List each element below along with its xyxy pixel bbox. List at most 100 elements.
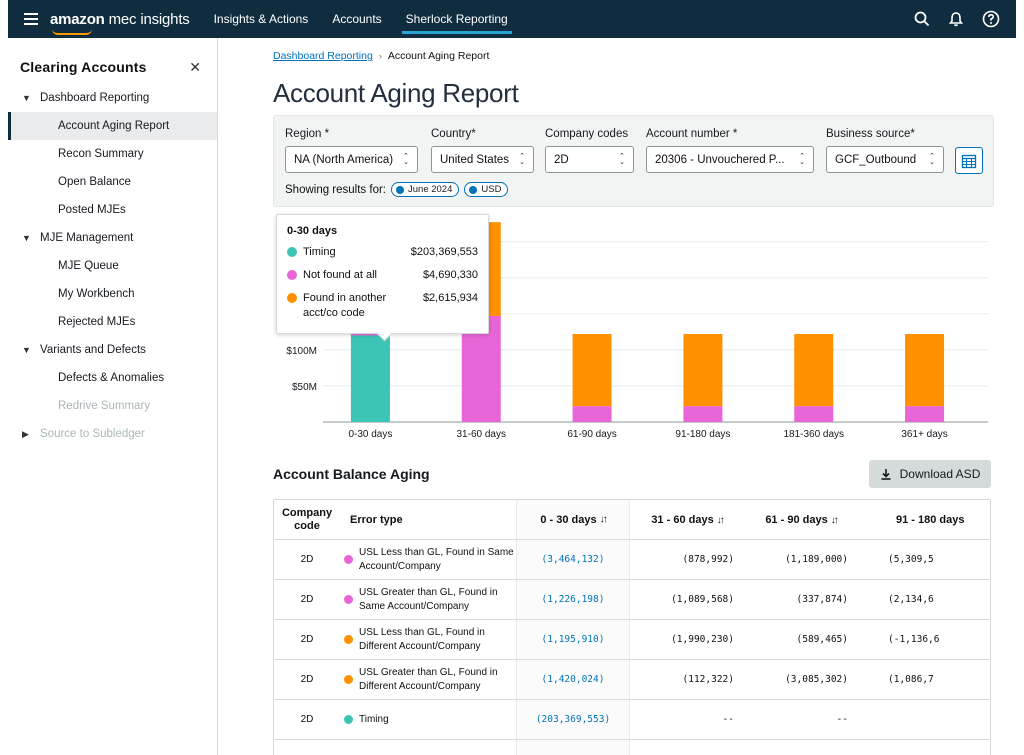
sidebar-header: Clearing Accounts ✕ (8, 38, 217, 82)
aging-table: Company code Error type 0 - 30 days ↓↑ 31… (273, 499, 991, 755)
value-link[interactable]: (1,226,198) (541, 594, 605, 605)
value-cell-0-30[interactable]: (3,464,132) (516, 540, 630, 579)
sidebar-item-my-workbench[interactable]: My Workbench (58, 288, 135, 300)
sidebar-item-mje-queue[interactable]: MJE Queue (58, 260, 119, 272)
close-sidebar-icon[interactable]: ✕ (189, 58, 201, 75)
value-cell: (2,134,6 (888, 594, 934, 605)
header-label: 31 - 60 days (651, 513, 714, 526)
sidebar: Clearing Accounts ✕ ▼ Dashboard Reporting… (8, 38, 218, 755)
sidebar-title: Clearing Accounts (20, 59, 147, 75)
value-cell: (1,990,230) (671, 634, 734, 645)
region-label: Region * (285, 128, 330, 140)
sidebar-group-label: Variants and Defects (40, 344, 146, 356)
calendar-button[interactable] (955, 147, 983, 174)
bell-icon[interactable] (948, 11, 964, 27)
error-type-label: USL Greater than GL, Found in Same Accou… (359, 586, 498, 612)
sidebar-nav: ▼ Dashboard Reporting Account Aging Repor… (8, 84, 217, 448)
x-tick-label: 0-30 days (348, 429, 392, 440)
region-select[interactable]: NA (North America) ⌃ ⌄ (285, 146, 418, 173)
download-asd-button[interactable]: Download ASD (869, 460, 991, 488)
breadcrumb-link-dashboard-reporting[interactable]: Dashboard Reporting (273, 50, 373, 62)
bar-segment (683, 406, 723, 422)
sidebar-item-account-aging-report[interactable]: Account Aging Report (8, 112, 217, 140)
company-label: Company codes (545, 128, 629, 140)
error-type-cell: USL Less than GL, Found in Different Acc… (340, 626, 516, 654)
value-cell: (3,085,302) (785, 674, 848, 685)
error-type-cell: USL Greater than GL, Found in Different … (340, 666, 516, 694)
company-filter: Company codes 2D ⌃ ⌄ (545, 128, 634, 173)
sidebar-item-posted-mjes[interactable]: Posted MJEs (58, 204, 126, 216)
sidebar-group-mje-management[interactable]: ▼ MJE Management (8, 224, 217, 252)
tooltip-row-label: Found in another acct/co code (303, 292, 387, 319)
top-nav-links: Insights & Actions Accounts Sherlock Rep… (202, 0, 520, 38)
chart-tooltip: 0-30 days Timing $203,369,553 Not found … (276, 214, 489, 334)
table-row: 2D Timing (203,369,553) -- -- (274, 700, 990, 740)
tooltip-row-timing: Timing $203,369,553 (287, 245, 478, 260)
business-source-select[interactable]: GCF_Outbound ⌃ ⌄ (826, 146, 944, 173)
bar-segment (683, 333, 723, 407)
business-source-filter: Business source* GCF_Outbound ⌃ ⌄ (826, 128, 944, 173)
nav-link-accounts[interactable]: Accounts (332, 12, 382, 26)
chevron-right-icon: ▶ (22, 428, 29, 439)
header-0-30-days[interactable]: 0 - 30 days ↓↑ (516, 500, 630, 539)
value-cell: (1,086,7 (888, 674, 934, 685)
sidebar-item-rejected-mjes[interactable]: Rejected MJEs (58, 316, 136, 328)
value-cell: (112,322) (682, 674, 734, 685)
header-label: 61 - 90 days (765, 513, 828, 526)
showing-results-label: Showing results for: (285, 183, 386, 196)
help-icon[interactable] (982, 10, 1000, 28)
x-tick-label: 361+ days (901, 429, 947, 440)
sidebar-group-dashboard-reporting[interactable]: ▼ Dashboard Reporting (8, 84, 217, 112)
search-icon[interactable] (914, 11, 930, 27)
account-select[interactable]: 20306 - Unvouchered P... ⌃ ⌄ (646, 146, 814, 173)
company-code-cell: 2D (300, 674, 314, 685)
sidebar-item-open-balance[interactable]: Open Balance (58, 176, 131, 188)
error-type-label: USL Greater than GL, Found in Different … (359, 666, 498, 692)
header-31-60-days[interactable]: 31 - 60 days ↓↑ (630, 514, 744, 526)
value-link[interactable]: (1,195,910) (541, 634, 605, 645)
nav-link-insights-actions[interactable]: Insights & Actions (213, 12, 309, 26)
tooltip-row-label: Timing (303, 246, 336, 258)
value-cell-0-30[interactable]: (203,369,553) (516, 700, 630, 739)
value-cell: (-1,136,6 (888, 634, 940, 645)
value-link[interactable]: (1,420,024) (541, 674, 605, 685)
country-select[interactable]: United States ⌃ ⌄ (431, 146, 534, 173)
y-tick-label: $50M (292, 382, 317, 393)
filter-pill-period[interactable]: June 2024 (391, 182, 460, 197)
value-link[interactable]: (3,464,132) (541, 554, 605, 565)
error-color-dot (344, 635, 353, 644)
header-61-90-days[interactable]: 61 - 90 days ↓↑ (744, 514, 858, 526)
hamburger-menu-icon[interactable] (24, 13, 38, 25)
app-frame: amazon mec insights Insights & Actions A… (8, 0, 1016, 755)
brand-name-rest: mec insights (104, 10, 190, 28)
business-source-value: GCF_Outbound (835, 153, 917, 166)
filter-pill-currency[interactable]: USD (464, 182, 509, 197)
value-cell-0-30[interactable]: (1,195,910) (516, 620, 630, 659)
value-cell: -- (722, 714, 734, 725)
value-link[interactable]: (203,369,553) (535, 714, 611, 725)
value-cell-0-30[interactable]: (1,226,198) (516, 580, 630, 619)
sidebar-item-defects-anomalies[interactable]: Defects & Anomalies (58, 372, 165, 384)
value-cell-0-30[interactable]: (1,420,024) (516, 660, 630, 699)
header-company-code: Company code (281, 506, 333, 532)
x-tick-label: 181-360 days (783, 429, 844, 440)
nav-link-sherlock-reporting[interactable]: Sherlock Reporting (394, 0, 520, 38)
tooltip-row-value: $2,615,934 (422, 292, 478, 304)
brand-logo[interactable]: amazon mec insights (50, 10, 190, 35)
sidebar-item-recon-summary[interactable]: Recon Summary (58, 148, 144, 160)
error-color-dot (344, 555, 353, 564)
pill-dot-icon (469, 185, 478, 194)
tooltip-row-value: $4,690,330 (422, 269, 478, 281)
error-type-label: USL Less than GL, Found in Different Acc… (359, 626, 485, 652)
value-cell: (337,874) (796, 594, 848, 605)
bar-segment (905, 333, 945, 407)
updown-chevron-icon: ⌃ ⌄ (619, 152, 625, 166)
tooltip-row-not-found: Not found at all $4,690,330 (287, 268, 478, 283)
sidebar-group-variants-defects[interactable]: ▼ Variants and Defects (8, 336, 217, 364)
header-91-180-days[interactable]: 91 - 180 days (896, 513, 965, 526)
company-select[interactable]: 2D ⌃ ⌄ (545, 146, 634, 173)
sidebar-item-redrive-summary: Redrive Summary (58, 400, 151, 412)
not-found-swatch (287, 270, 297, 280)
sidebar-group-label: Dashboard Reporting (40, 92, 150, 104)
breadcrumb: Dashboard Reporting › Account Aging Repo… (273, 50, 489, 62)
